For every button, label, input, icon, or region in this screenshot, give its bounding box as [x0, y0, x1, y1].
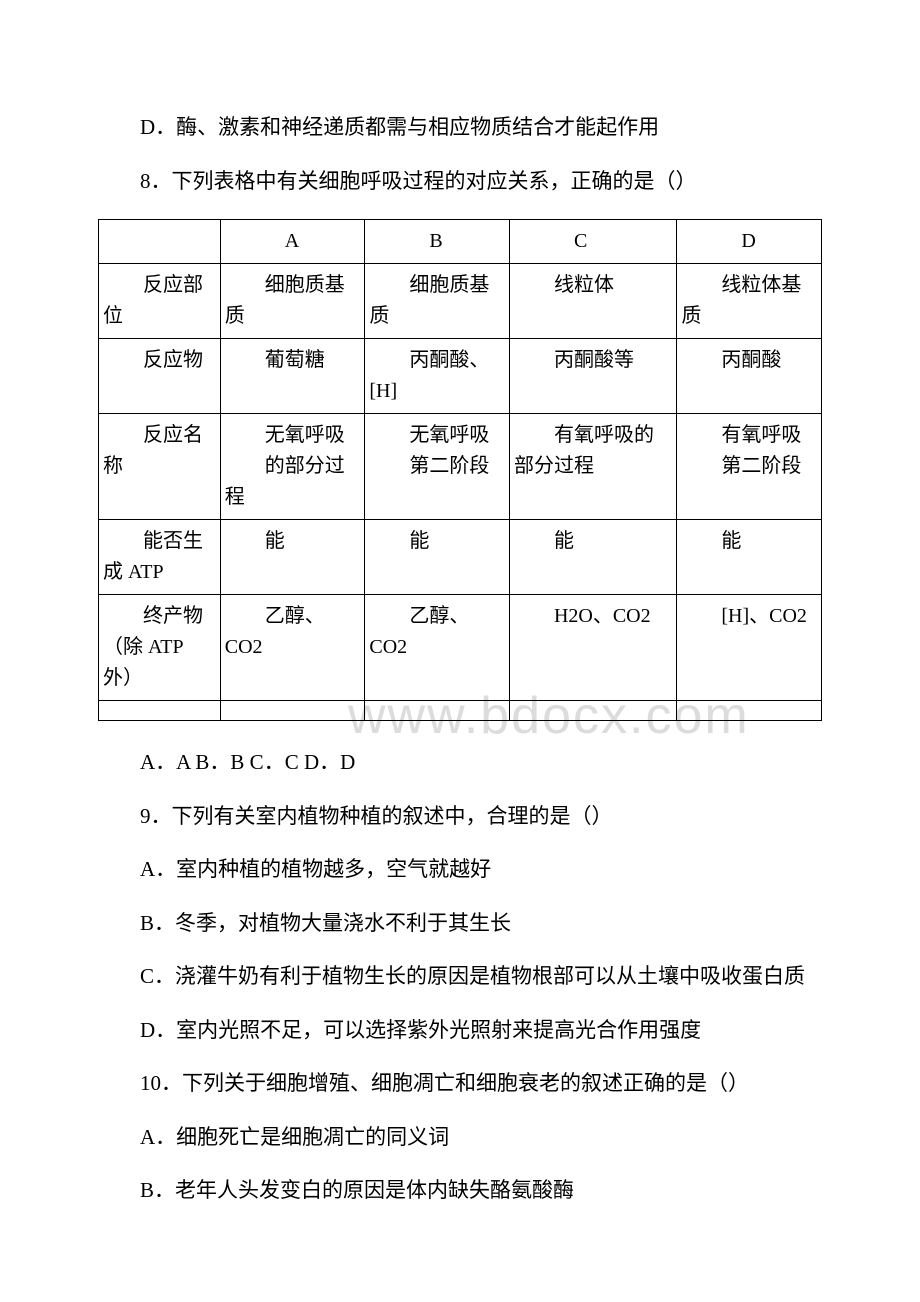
header-c: C: [509, 220, 676, 264]
row2-a: 葡萄糖: [220, 339, 365, 414]
row1-c: 线粒体: [509, 264, 676, 339]
row1-a: 细胞质基质: [220, 264, 365, 339]
row4-label: 能否生成 ATP: [99, 520, 221, 595]
row3-label: 反应名称: [99, 414, 221, 520]
table-row: 能否生成 ATP 能 能 能 能: [99, 520, 822, 595]
row5-label: 终产物（除 ATP 外）: [99, 595, 221, 701]
row2-label: 反应物: [99, 339, 221, 414]
row4-a: 能: [220, 520, 365, 595]
q9-option-a: A．室内种植的植物越多，空气就越好: [98, 854, 822, 886]
question-9: 9．下列有关室内植物种植的叙述中，合理的是（）: [98, 801, 822, 833]
header-d: D: [677, 220, 822, 264]
row3-d: 有氧呼吸第二阶段: [677, 414, 822, 520]
document-body: www.bdocx.com D．酶、激素和神经递质都需与相应物质结合才能起作用 …: [98, 112, 822, 1207]
row2-d: 丙酮酸: [677, 339, 822, 414]
empty-cell: [509, 701, 676, 721]
row2-c: 丙酮酸等: [509, 339, 676, 414]
respiration-table: A B C D 反应部位 细胞质基质 细胞质基质 线粒体 线粒体基质 反应物 葡…: [98, 219, 822, 721]
row4-d: 能: [677, 520, 822, 595]
row2-b: 丙酮酸、[H]: [365, 339, 510, 414]
table-row: 终产物（除 ATP 外） 乙醇、CO2 乙醇、CO2 H2O、CO2 [H]、C…: [99, 595, 822, 701]
question-8: 8．下列表格中有关细胞呼吸过程的对应关系，正确的是（）: [98, 166, 822, 198]
option-d-text: D．酶、激素和神经递质都需与相应物质结合才能起作用: [98, 112, 822, 144]
q10-option-b: B．老年人头发变白的原因是体内缺失酪氨酸酶: [98, 1175, 822, 1207]
q9-option-b: B．冬季，对植物大量浇水不利于其生长: [98, 908, 822, 940]
row4-c: 能: [509, 520, 676, 595]
row5-c: H2O、CO2: [509, 595, 676, 701]
empty-cell: [677, 701, 822, 721]
header-blank: [99, 220, 221, 264]
table-row: 反应名称 无氧呼吸的部分过程 无氧呼吸第二阶段 有氧呼吸的部分过程 有氧呼吸第二…: [99, 414, 822, 520]
row5-d: [H]、CO2: [677, 595, 822, 701]
table-row: 反应部位 细胞质基质 细胞质基质 线粒体 线粒体基质: [99, 264, 822, 339]
row3-a: 无氧呼吸的部分过程: [220, 414, 365, 520]
header-a: A: [220, 220, 365, 264]
header-b: B: [365, 220, 510, 264]
row1-b: 细胞质基质: [365, 264, 510, 339]
row1-d: 线粒体基质: [677, 264, 822, 339]
row4-b: 能: [365, 520, 510, 595]
table-row: A B C D: [99, 220, 822, 264]
row5-b: 乙醇、CO2: [365, 595, 510, 701]
row5-a: 乙醇、CO2: [220, 595, 365, 701]
q8-options: A．A B．B C．C D．D: [98, 747, 822, 779]
empty-cell: [220, 701, 365, 721]
row1-label: 反应部位: [99, 264, 221, 339]
row3-b: 无氧呼吸第二阶段: [365, 414, 510, 520]
table-row: 反应物 葡萄糖 丙酮酸、[H] 丙酮酸等 丙酮酸: [99, 339, 822, 414]
q9-option-d: D．室内光照不足，可以选择紫外光照射来提高光合作用强度: [98, 1015, 822, 1047]
empty-cell: [365, 701, 510, 721]
table-row: [99, 701, 822, 721]
empty-cell: [99, 701, 221, 721]
question-10: 10．下列关于细胞增殖、细胞凋亡和细胞衰老的叙述正确的是（）: [98, 1068, 822, 1100]
q10-option-a: A．细胞死亡是细胞凋亡的同义词: [98, 1122, 822, 1154]
q9-option-c: C．浇灌牛奶有利于植物生长的原因是植物根部可以从土壤中吸收蛋白质: [98, 961, 822, 993]
row3-c: 有氧呼吸的部分过程: [509, 414, 676, 520]
